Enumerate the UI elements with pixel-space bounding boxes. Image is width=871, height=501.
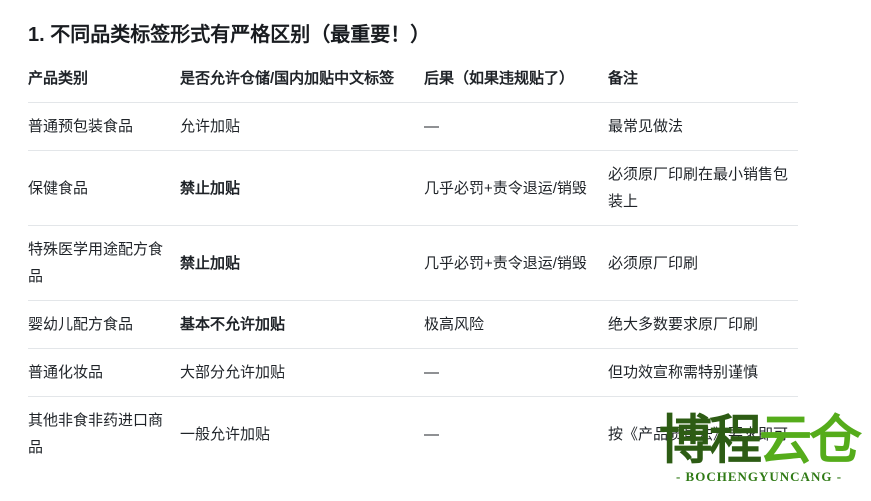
table-row: 其他非食非药进口商品 一般允许加贴 — 按《产品质量法》要求即可 [28, 397, 798, 472]
cell-allowed: 基本不允许加贴 [180, 300, 424, 349]
cell-consequence: — [424, 102, 608, 151]
header-cell-note: 备注 [608, 62, 798, 103]
cell-note: 必须原厂印刷 [608, 225, 798, 301]
cell-category: 特殊医学用途配方食品 [28, 225, 180, 301]
cell-consequence: — [424, 348, 608, 397]
header-cell-allowed: 是否允许仓储/国内加贴中文标签 [180, 62, 424, 103]
page-title: 1. 不同品类标签形式有严格区别（最重要！） [28, 24, 431, 46]
table-row: 婴幼儿配方食品 基本不允许加贴 极高风险 绝大多数要求原厂印刷 [28, 300, 798, 349]
header-cell-category: 产品类别 [28, 62, 180, 103]
cell-note: 最常见做法 [608, 102, 798, 151]
cell-category: 普通化妆品 [28, 348, 180, 397]
cell-category: 普通预包装食品 [28, 102, 180, 151]
table-header-row: 产品类别 是否允许仓储/国内加贴中文标签 后果（如果违规贴了） 备注 [28, 62, 798, 103]
header-cell-consequence: 后果（如果违规贴了） [424, 62, 608, 103]
cell-category: 婴幼儿配方食品 [28, 300, 180, 349]
cell-category: 其他非食非药进口商品 [28, 412, 164, 456]
cell-allowed: 一般允许加贴 [180, 425, 271, 443]
cell-allowed: 大部分允许加贴 [180, 348, 424, 397]
cell-consequence: 极高风险 [424, 300, 608, 349]
cell-note: 必须原厂印刷在最小销售包装上 [608, 150, 798, 226]
table-row: 保健食品 禁止加贴 几乎必罚+责令退运/销毁 必须原厂印刷在最小销售包装上 [28, 150, 798, 226]
cell-note: 绝大多数要求原厂印刷 [608, 300, 798, 349]
watermark-subtext: - BOCHENGYUNCANG - [675, 469, 843, 484]
cell-consequence: — [424, 425, 439, 443]
cell-note: 按《产品质量法》要求即可 [608, 425, 789, 443]
cell-consequence: 几乎必罚+责令退运/销毁 [424, 225, 608, 301]
cell-allowed: 禁止加贴 [180, 150, 424, 226]
table-row: 普通化妆品 大部分允许加贴 — 但功效宣称需特别谨慎 [28, 348, 798, 397]
cell-note: 但功效宣称需特别谨慎 [608, 348, 798, 397]
regulation-table: 产品类别 是否允许仓储/国内加贴中文标签 后果（如果违规贴了） 备注 普通预包装… [28, 62, 798, 471]
table-row: 普通预包装食品 允许加贴 — 最常见做法 [28, 102, 798, 151]
cell-consequence: 几乎必罚+责令退运/销毁 [424, 150, 608, 226]
cell-allowed: 禁止加贴 [180, 225, 424, 301]
table-row: 特殊医学用途配方食品 禁止加贴 几乎必罚+责令退运/销毁 必须原厂印刷 [28, 225, 798, 301]
cell-category: 保健食品 [28, 150, 180, 226]
cell-allowed: 允许加贴 [180, 102, 424, 151]
